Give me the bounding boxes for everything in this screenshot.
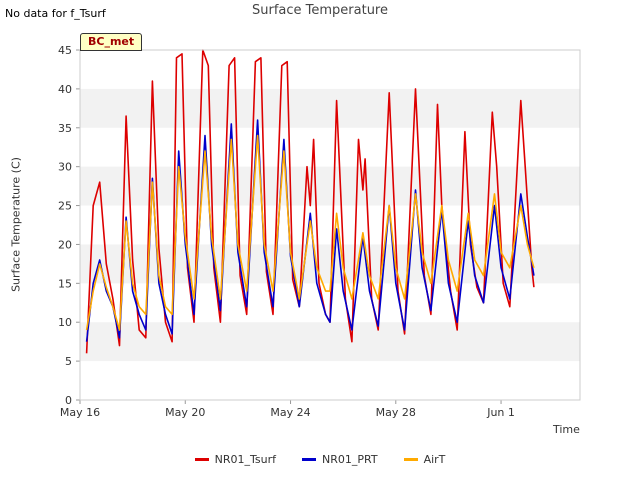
x-axis-label: Time [553,423,580,436]
x-tick-label: May 16 [60,406,100,419]
legend-swatch [301,458,316,461]
grid-band [80,322,580,362]
x-tick-label: Jun 1 [486,406,515,419]
legend-item: AirT [403,453,446,466]
series-line-airt [85,134,535,331]
y-tick-label: 30 [58,161,72,174]
y-tick-label: 40 [58,83,72,96]
legend-item: NR01_Tsurf [194,453,276,466]
plot-frame [79,49,581,401]
y-tick-label: 35 [58,122,72,135]
x-axis-ticks: May 16 May 20 May 24 May 28 Jun 1 [60,400,515,419]
legend: NR01_Tsurf NR01_PRT AirT [0,453,640,466]
legend-label: NR01_PRT [321,453,378,466]
legend-label: AirT [423,453,446,466]
chart-title: Surface Temperature [251,3,388,18]
legend-swatch [194,458,209,461]
no-data-note: No data for f_Tsurf [5,7,106,20]
grid-bands [80,88,580,362]
grid-band [80,244,580,284]
x-tick-label: May 24 [270,406,310,419]
legend-item: NR01_PRT [301,453,378,466]
grid-band [80,88,580,128]
series-lines [85,49,535,354]
x-tick-label: May 28 [376,406,416,419]
x-tick-label: May 20 [165,406,205,419]
y-axis-ticks: 0 5 10 15 20 25 30 35 40 45 [58,44,80,407]
y-tick-label: 15 [58,277,72,290]
y-tick-label: 20 [58,238,72,251]
y-tick-label: 0 [65,394,72,407]
legend-swatch [403,458,418,461]
y-tick-label: 10 [58,316,72,329]
y-tick-label: 25 [58,200,72,213]
y-tick-label: 45 [58,44,72,57]
y-tick-label: 5 [65,355,72,368]
series-line-nr01-tsurf [85,49,535,354]
site-badge: BC_met [80,33,143,51]
grid-band [80,166,580,206]
series-line-nr01-prt [85,119,535,342]
legend-label: NR01_Tsurf [214,453,276,466]
